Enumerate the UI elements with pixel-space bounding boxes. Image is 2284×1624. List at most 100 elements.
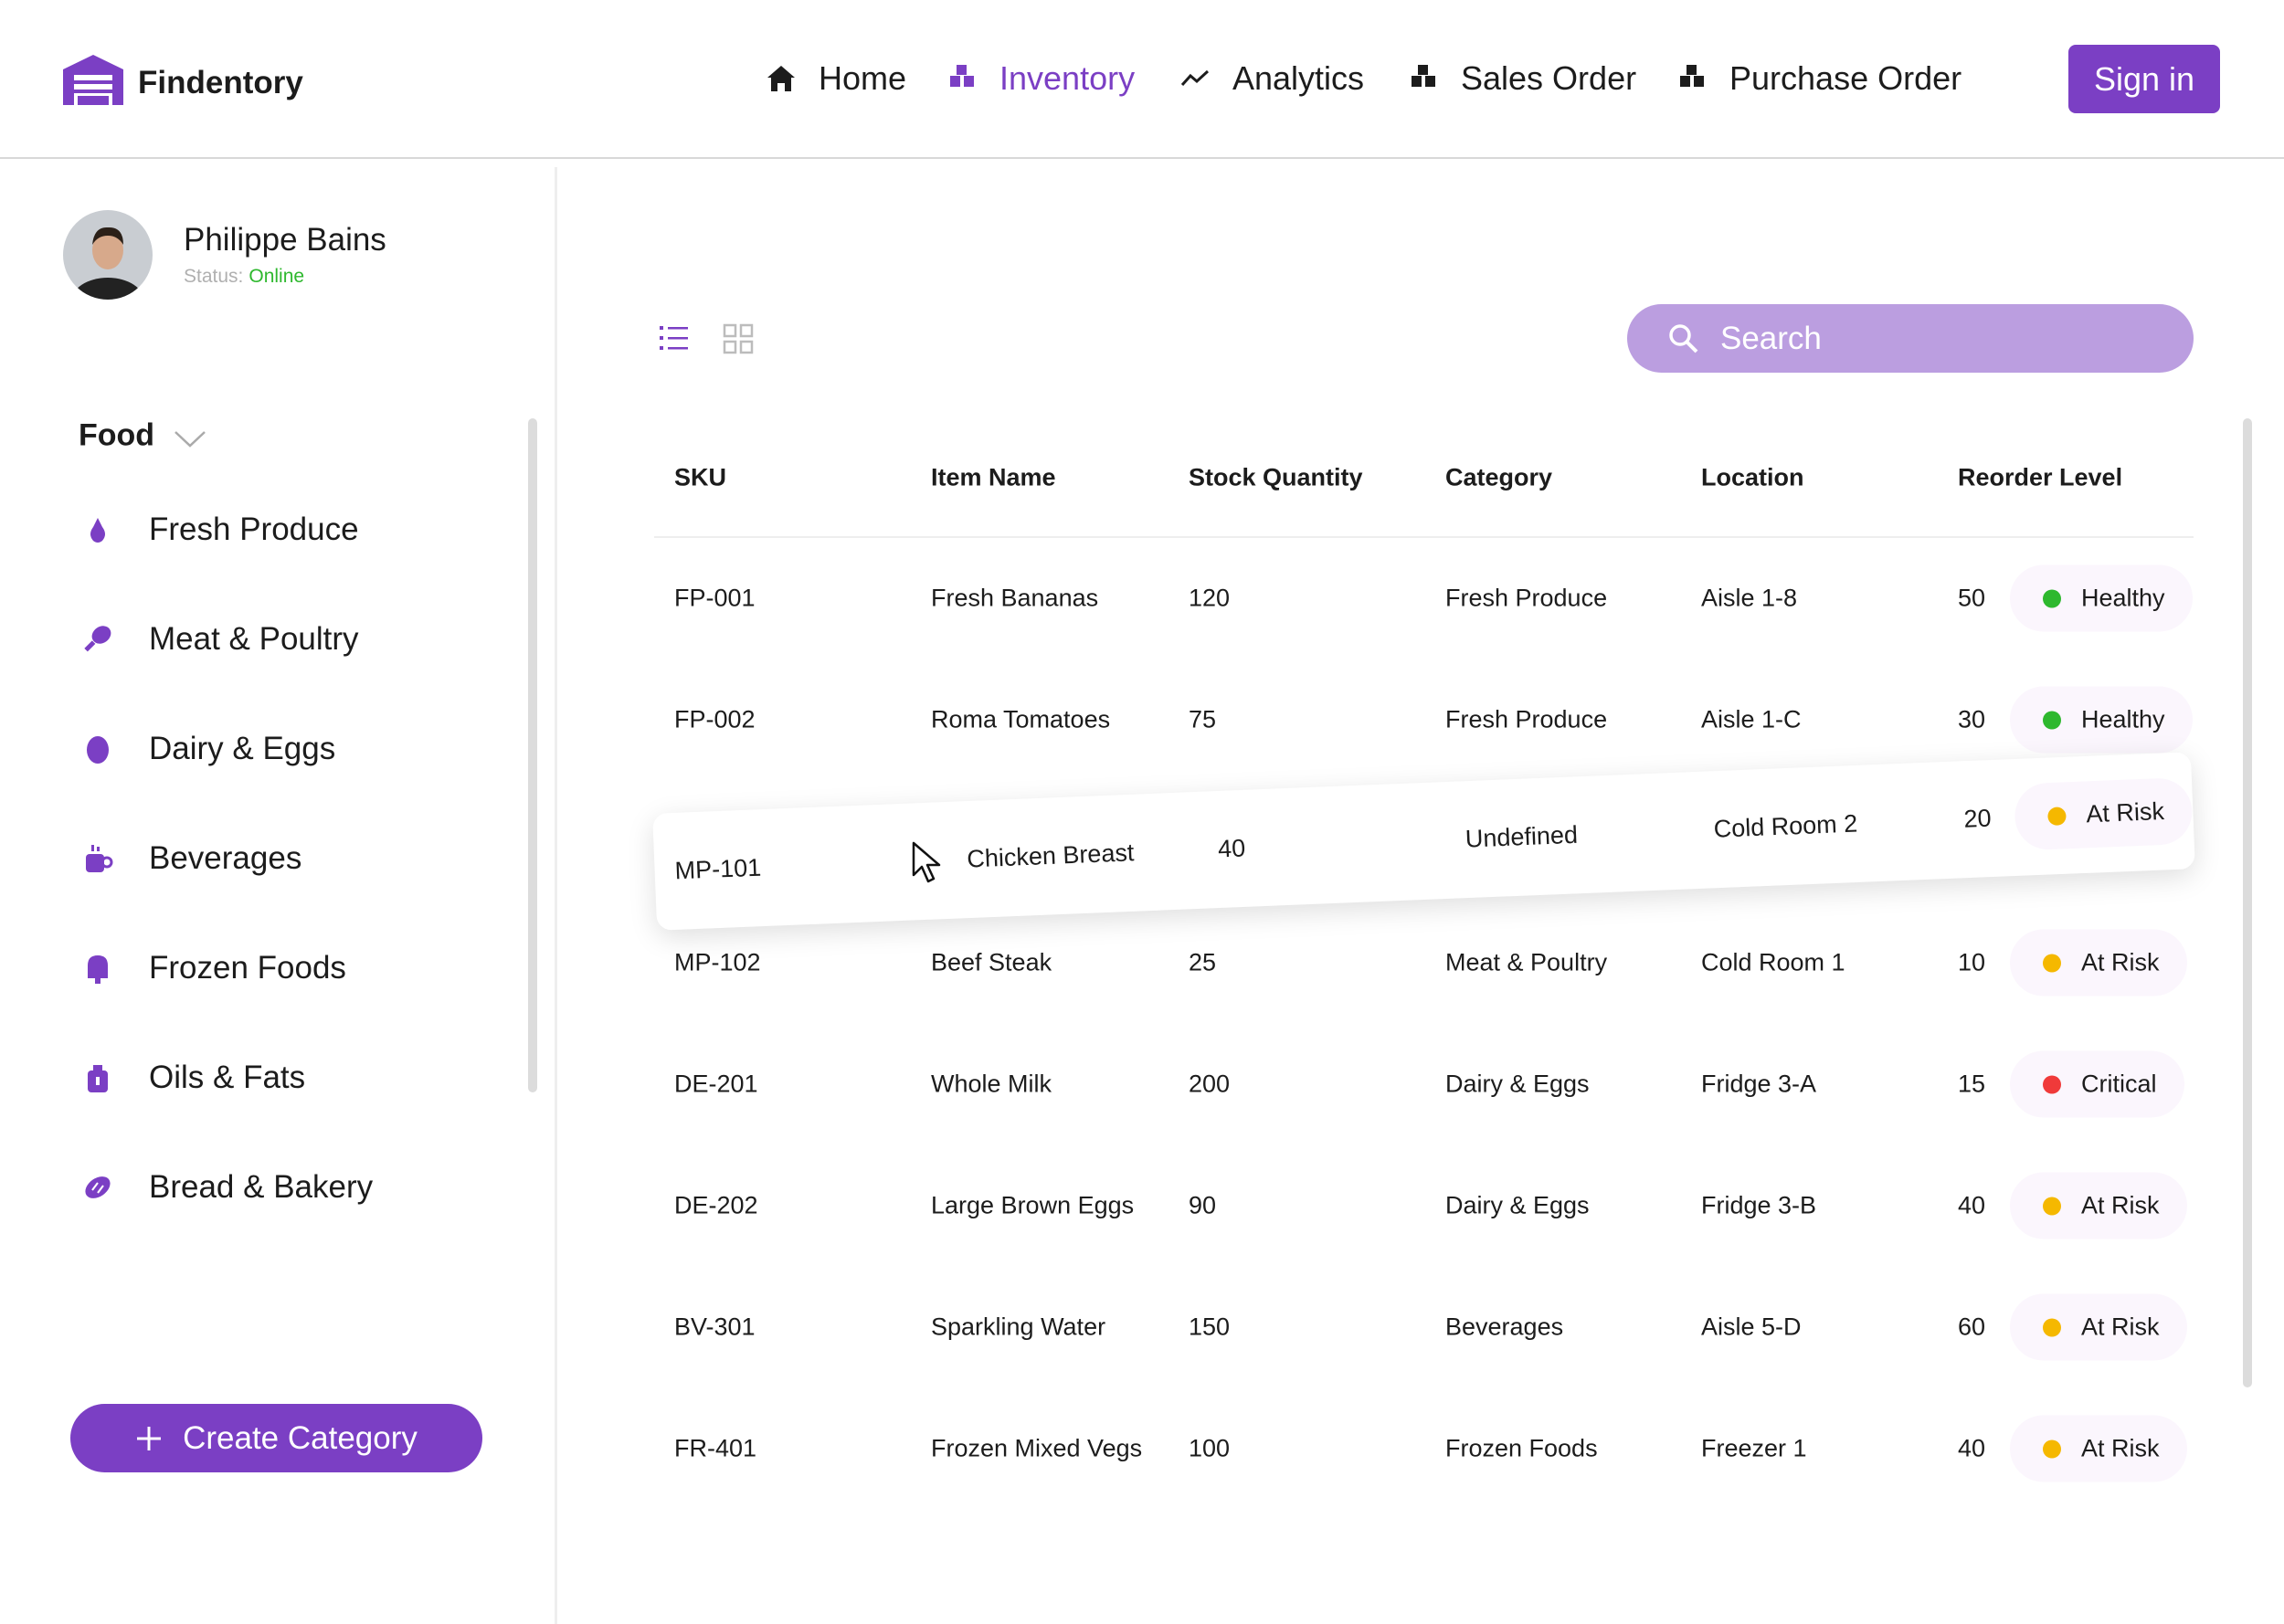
status-text: At Risk [2081, 948, 2160, 976]
cell: Aisle 1-8 [1701, 584, 1798, 612]
dragged-row[interactable]: MP-101 Chicken Breast 40 Undefined Cold Room… [652, 752, 2195, 931]
brand: Findentory [138, 65, 303, 100]
status-badge: At Risk [2014, 776, 2194, 851]
category-icon [82, 624, 113, 659]
column-header: Stock Quantity [1189, 463, 1363, 491]
nav-link[interactable]: Inventory [999, 59, 1136, 97]
column-header: Location [1701, 463, 1804, 491]
cell: 30 [1958, 705, 1986, 733]
plus-icon [135, 1425, 163, 1452]
cell: Sparkling Water [931, 1313, 1106, 1341]
category-icon [82, 843, 113, 879]
cell: 15 [1958, 1070, 1986, 1098]
cell: DE-201 [674, 1070, 758, 1098]
column-header: Category [1445, 463, 1553, 491]
cell: 40 [1217, 834, 1246, 863]
cursor [911, 840, 942, 889]
cell: Aisle 5-D [1701, 1313, 1802, 1341]
category-item[interactable]: Fresh Produce [149, 511, 359, 547]
status-value: Online [248, 266, 305, 287]
status-badge: At Risk [2010, 1415, 2187, 1482]
cell: Whole Milk [931, 1070, 1052, 1098]
column-header: Reorder Level [1958, 463, 2123, 491]
cell: 150 [1189, 1313, 1231, 1341]
cell: BV-301 [674, 1313, 756, 1341]
cell: 40 [1958, 1191, 1986, 1219]
cell: 75 [1189, 705, 1217, 733]
status-dot [2043, 1197, 2061, 1215]
status-text: Healthy [2081, 705, 2165, 733]
status-label: Status: [184, 266, 244, 287]
search-box[interactable] [1627, 304, 2194, 373]
category-icon [82, 1172, 113, 1207]
status-badge: At Risk [2010, 1172, 2187, 1239]
user-status: Status: Online [184, 266, 304, 288]
cell: DE-202 [674, 1191, 758, 1219]
cell: Fridge 3-A [1701, 1070, 1817, 1098]
logo-icon [63, 55, 123, 105]
cell: Fresh Produce [1445, 584, 1608, 612]
cell: 100 [1189, 1434, 1231, 1462]
status-badge: At Risk [2010, 929, 2187, 997]
header-divider [0, 157, 2284, 159]
status-badge: Healthy [2010, 686, 2193, 754]
status-text: Healthy [2081, 584, 2165, 612]
status-dot [2043, 1439, 2061, 1458]
status-dot [2043, 589, 2061, 607]
cell: 50 [1958, 584, 1986, 612]
status-text: At Risk [2081, 1313, 2160, 1341]
cell: Beverages [1445, 1313, 1564, 1341]
nav-link[interactable]: Purchase Order [1729, 59, 1962, 97]
search-icon [1669, 324, 1698, 353]
nav-icon [1676, 63, 1708, 99]
status-dot [2043, 711, 2061, 729]
cell: Large Brown Eggs [931, 1191, 1135, 1219]
category-item[interactable]: Oils & Fats [149, 1060, 306, 1095]
category-item[interactable]: Dairy & Eggs [149, 731, 336, 766]
nav-icon [1179, 63, 1211, 99]
nav-link[interactable]: Sales Order [1461, 59, 1637, 97]
category-item[interactable]: Beverages [149, 840, 302, 876]
cell: FR-401 [674, 1434, 757, 1462]
status-text: At Risk [2085, 796, 2165, 828]
cell: Cold Room 1 [1701, 948, 1845, 976]
column-header: SKU [674, 463, 727, 491]
nav-icon [946, 63, 978, 99]
nav-icon [1408, 63, 1439, 99]
cell: Undefined [1465, 820, 1579, 853]
table-header-divider [654, 536, 2194, 538]
search-placeholder: Search [1720, 321, 1822, 356]
group-chevron [174, 429, 206, 454]
nav-icon [766, 63, 797, 99]
cell: MP-102 [674, 948, 761, 976]
status-dot [2043, 954, 2061, 972]
category-item[interactable]: Meat & Poultry [149, 621, 359, 657]
list-view-icon[interactable] [660, 324, 689, 352]
category-group[interactable]: Food [79, 417, 155, 453]
nav-link[interactable]: Home [819, 59, 907, 97]
status-dot [2043, 1075, 2061, 1093]
cell: 20 [1962, 804, 1993, 833]
cell: Cold Room 2 [1713, 809, 1858, 843]
sign-in-button[interactable]: Sign in [2068, 45, 2220, 113]
cell: 10 [1958, 948, 1986, 976]
cell: Beef Steak [931, 948, 1052, 976]
status-dot [2043, 1318, 2061, 1336]
nav-link[interactable]: Analytics [1232, 59, 1365, 97]
category-item[interactable]: Frozen Foods [149, 950, 346, 986]
category-icon [82, 953, 113, 988]
cell: 60 [1958, 1313, 1986, 1341]
grid-view-icon[interactable] [723, 323, 754, 354]
table-scrollbar [2243, 418, 2252, 1387]
create-category-button[interactable]: Create Category [70, 1404, 482, 1472]
cell: Frozen Mixed Vegs [931, 1434, 1143, 1462]
cell: 25 [1189, 948, 1217, 976]
cell: Frozen Foods [1445, 1434, 1598, 1462]
cell: Fresh Produce [1445, 705, 1608, 733]
category-icon [82, 1062, 113, 1098]
status-text: Critical [2081, 1070, 2157, 1098]
category-item[interactable]: Bread & Bakery [149, 1169, 374, 1205]
status-text: At Risk [2081, 1191, 2160, 1219]
cell: Dairy & Eggs [1445, 1070, 1590, 1098]
cell: 120 [1189, 584, 1231, 612]
